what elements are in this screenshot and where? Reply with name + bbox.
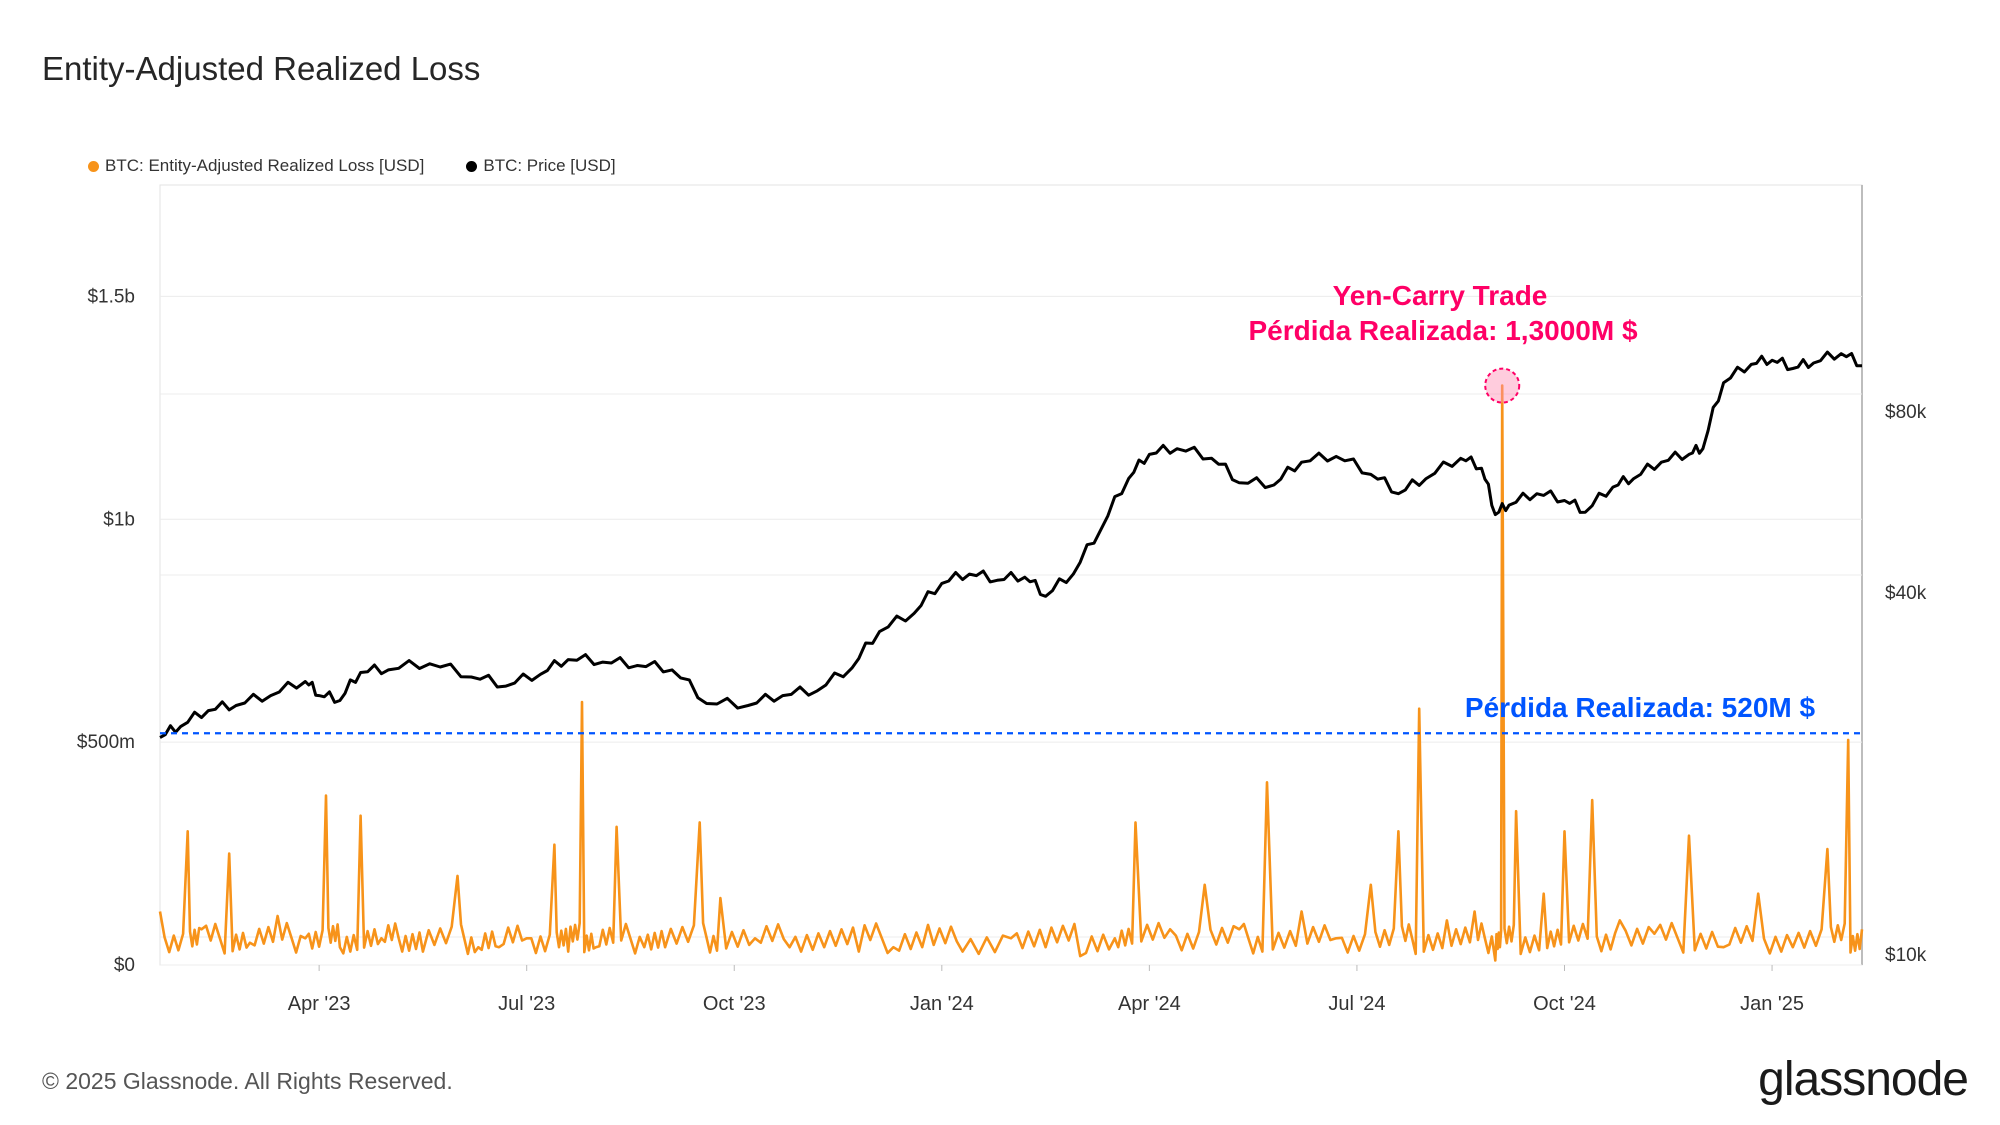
glassnode-logo: glassnode	[1758, 1053, 1969, 1106]
legend-label-realized-loss: BTC: Entity-Adjusted Realized Loss [USD]	[105, 156, 425, 175]
left-axis-tick-label: $1b	[103, 509, 135, 530]
copyright-footer: © 2025 Glassnode. All Rights Reserved.	[42, 1068, 453, 1094]
x-axis-tick-label: Oct '23	[703, 993, 766, 1015]
peak-highlight-circle	[1484, 367, 1521, 404]
legend-dot-black-icon	[466, 160, 478, 172]
realized-loss-line	[158, 384, 1864, 962]
x-axis-tick-label: Apr '24	[1118, 993, 1181, 1015]
x-axis-tick-label: Jan '24	[910, 993, 974, 1015]
legend-label-price: BTC: Price [USD]	[483, 156, 616, 175]
annotation-threshold-label: Pérdida Realizada: 520M $	[1465, 692, 1816, 723]
x-axis-tick-label: Apr '23	[288, 993, 351, 1015]
x-axis-tick-label: Jan '25	[1740, 993, 1804, 1015]
annotation-yen-carry-title: Yen-Carry Trade	[1333, 280, 1548, 311]
left-axis-tick-label: $1.5b	[87, 286, 135, 307]
right-axis-tick-label: $40k	[1885, 583, 1927, 604]
x-axis-tick-label: Jul '23	[498, 993, 555, 1015]
x-axis-tick-label: Oct '24	[1533, 993, 1596, 1015]
legend-item-price[interactable]: BTC: Price [USD]	[466, 156, 616, 176]
price-line	[159, 350, 1862, 739]
left-axis-tick-label: $500m	[77, 732, 135, 753]
left-axis-tick-label: $0	[114, 955, 135, 976]
right-axis-tick-label: $10k	[1885, 945, 1927, 966]
x-axis-tick-label: Jul '24	[1328, 993, 1385, 1015]
legend-item-realized-loss[interactable]: BTC: Entity-Adjusted Realized Loss [USD]	[88, 156, 424, 176]
annotation-yen-carry-value: Pérdida Realizada: 1,3000M $	[1248, 315, 1638, 346]
chart-legend: BTC: Entity-Adjusted Realized Loss [USD]…	[88, 156, 616, 176]
right-axis-tick-label: $80k	[1885, 402, 1927, 423]
legend-dot-orange-icon	[88, 160, 99, 172]
page-title: Entity-Adjusted Realized Loss	[42, 50, 481, 87]
